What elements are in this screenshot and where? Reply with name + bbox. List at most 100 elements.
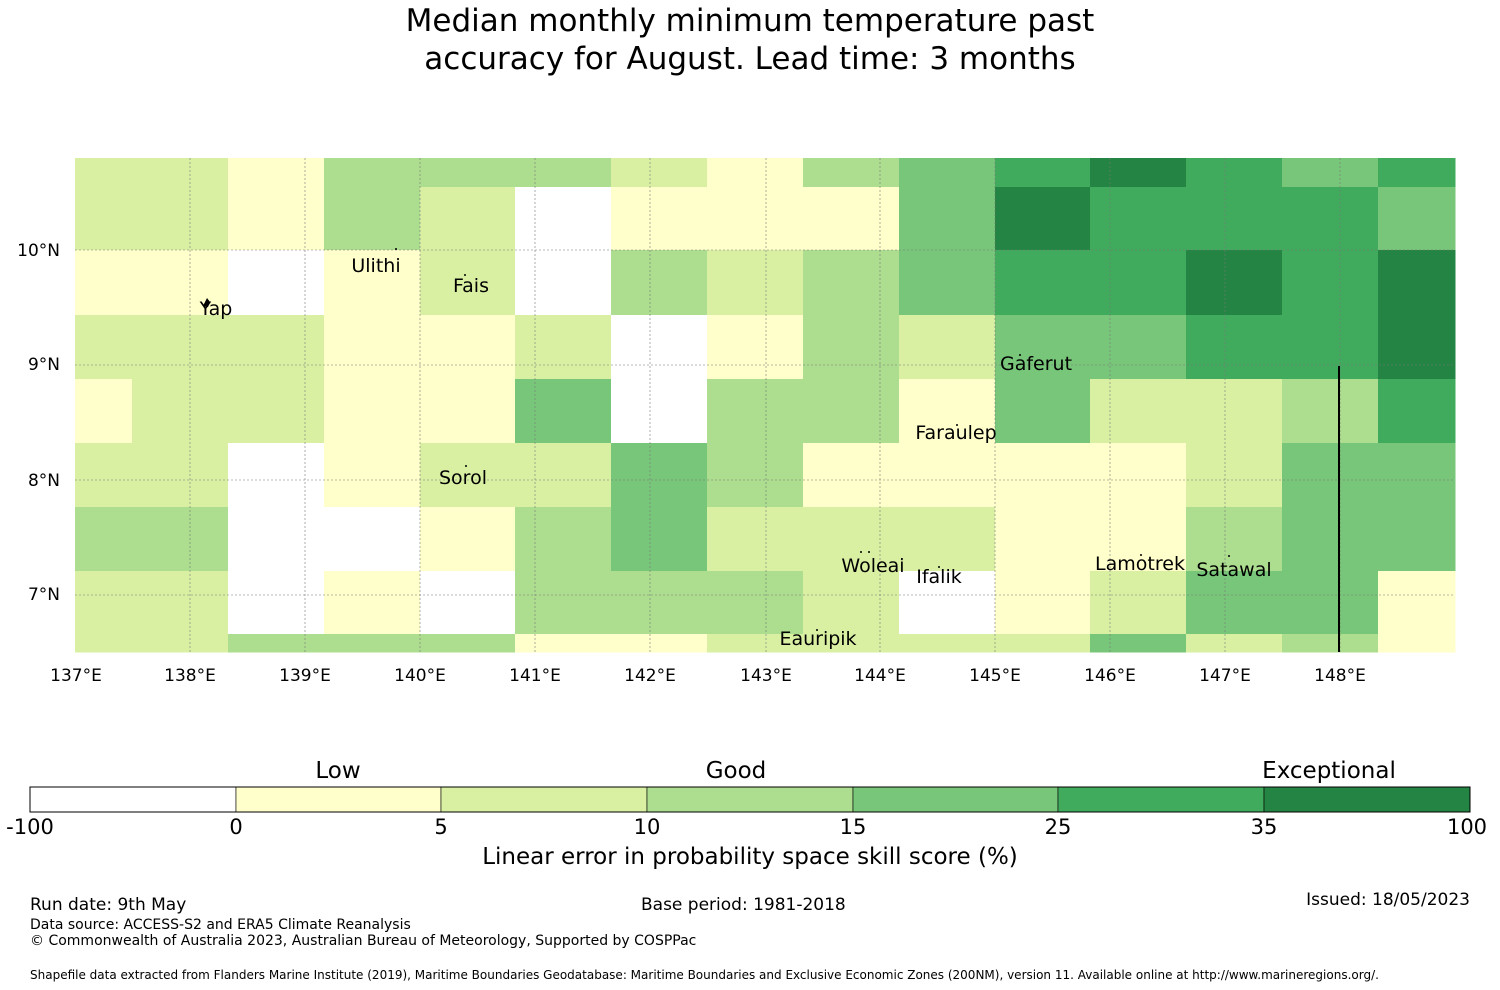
skill-cell <box>1378 315 1456 380</box>
ifalik-island-dot <box>938 566 940 568</box>
skill-cell <box>611 571 708 635</box>
skill-cell <box>75 443 229 508</box>
skill-cell <box>228 379 325 444</box>
skill-cell <box>1282 507 1379 572</box>
skill-cell <box>803 158 900 188</box>
issued-date: Issued: 18/05/2023 <box>1306 890 1470 910</box>
skill-cell <box>1090 571 1187 635</box>
skill-cell <box>75 187 229 251</box>
skill-cell <box>515 158 612 188</box>
skill-cell <box>1282 187 1379 251</box>
skill-cell <box>1090 187 1187 251</box>
skill-cell <box>1090 315 1187 380</box>
skill-cell <box>707 187 804 251</box>
colorbar-swatch <box>235 786 442 813</box>
lon-tick-140: 140°E <box>394 666 446 686</box>
colorbar-tick-10: 10 <box>633 815 661 839</box>
skill-cell <box>420 158 516 188</box>
skill-cell <box>611 250 708 316</box>
place-label-satawal: Satawal <box>1196 559 1271 581</box>
skill-cell <box>228 443 325 508</box>
skill-cell <box>324 250 421 316</box>
skill-cell <box>611 315 708 380</box>
skill-cell <box>707 250 804 316</box>
skill-cell <box>995 634 1091 653</box>
colorbar-swatch <box>852 786 1059 813</box>
skill-cell <box>899 571 996 635</box>
skill-cell <box>228 571 325 635</box>
skill-cells <box>75 158 1456 653</box>
skill-cell <box>611 187 708 251</box>
place-label-woleai: Woleai <box>841 555 904 577</box>
lon-tick-147: 147°E <box>1199 666 1251 686</box>
lon-tick-139: 139°E <box>279 666 331 686</box>
skill-cell <box>803 634 900 653</box>
skill-cell <box>420 379 516 444</box>
skill-cell <box>75 315 229 380</box>
skill-cell <box>1282 315 1379 380</box>
skill-cell <box>899 634 995 652</box>
place-label-yap: Yap <box>199 298 233 320</box>
skill-cell <box>707 379 804 444</box>
colorbar-tick-15: 15 <box>839 815 867 839</box>
skill-cell <box>1282 379 1379 444</box>
skill-cell <box>899 158 996 188</box>
run-date: Run date: 9th May <box>30 895 187 915</box>
skill-cell <box>1186 187 1283 251</box>
skill-cell <box>228 158 325 188</box>
lon-tick-143: 143°E <box>740 666 792 686</box>
skill-cell <box>1282 634 1378 652</box>
skill-cell <box>1186 158 1283 188</box>
woleai-island-dot-2 <box>868 551 870 553</box>
lon-tick-138: 138°E <box>164 666 216 686</box>
faraulep-island-dot <box>956 424 958 426</box>
lat-tick-9n: 9°N <box>28 355 60 375</box>
skill-cell <box>995 250 1091 316</box>
colorbar-tick-25: 25 <box>1044 815 1072 839</box>
skill-cell <box>1090 379 1187 444</box>
lat-tick-8n: 8°N <box>28 471 60 491</box>
base-period: Base period: 1981-2018 <box>641 895 846 915</box>
skill-cell <box>611 507 708 572</box>
place-label-fais: Fais <box>453 275 489 297</box>
skill-cell <box>707 571 804 635</box>
shapefile-credit: Shapefile data extracted from Flanders M… <box>30 968 1379 982</box>
skill-cell <box>995 158 1091 188</box>
skill-cell <box>324 158 421 188</box>
skill-cell <box>707 158 804 188</box>
skill-cell <box>1186 507 1283 572</box>
colorbar-swatch <box>1057 786 1265 813</box>
skill-cell <box>324 379 421 444</box>
skill-cell <box>1282 571 1379 635</box>
skill-cell <box>899 315 996 380</box>
skill-cell <box>1090 443 1187 508</box>
colorbar-swatch <box>1263 786 1471 813</box>
copyright: © Commonwealth of Australia 2023, Austra… <box>30 933 697 949</box>
skill-cell <box>75 158 229 188</box>
colorbar-frame <box>29 786 1471 813</box>
eauripik-island-dot <box>816 629 818 631</box>
skill-cell <box>1378 250 1456 316</box>
skill-cell <box>1090 250 1187 316</box>
skill-cell <box>1186 443 1283 508</box>
place-label-lamotrek: Lamotrek <box>1095 553 1185 575</box>
sorol-island-dot <box>465 465 467 467</box>
skill-cell <box>1090 158 1187 188</box>
ulithi-island-dot <box>395 248 397 250</box>
skill-cell <box>324 187 421 251</box>
skill-cell <box>1378 158 1456 188</box>
skill-cell <box>611 379 708 444</box>
skill-cell <box>420 250 516 316</box>
skill-cell <box>228 250 325 316</box>
skill-cell <box>1090 634 1186 652</box>
skill-cell <box>803 187 900 251</box>
skill-cell <box>420 634 516 653</box>
skill-cell <box>420 571 516 635</box>
skill-cell <box>515 507 612 572</box>
skill-cell <box>75 571 229 635</box>
colorbar-tick-100: 100 <box>1446 815 1488 839</box>
lon-tick-142: 142°E <box>624 666 676 686</box>
skill-cell <box>1378 379 1456 444</box>
skill-cell <box>75 379 132 443</box>
